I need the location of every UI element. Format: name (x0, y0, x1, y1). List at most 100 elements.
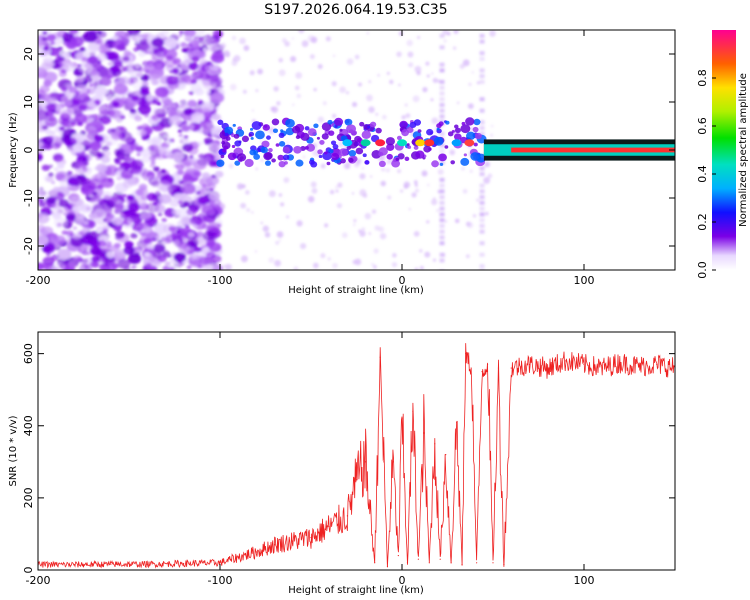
noise-speck (294, 85, 300, 91)
noise-blob (63, 63, 74, 72)
noise-blob (162, 98, 173, 107)
streak-segment (479, 189, 485, 194)
noise-speck (436, 208, 440, 213)
snr-point (274, 544, 276, 546)
noise-speck (408, 62, 414, 68)
noise-blob (97, 105, 105, 112)
noise-speck (379, 232, 387, 240)
noise-blob (112, 39, 126, 50)
noise-blob (208, 160, 217, 167)
spectrogram-x-tick-label: -200 (26, 274, 51, 287)
snr-point (497, 367, 500, 369)
noise-blob (180, 74, 192, 83)
noise-blob (129, 62, 134, 67)
noise-blob (151, 37, 165, 48)
snr-point (183, 562, 185, 565)
noise-blob (214, 170, 224, 178)
band-blob (262, 124, 270, 131)
noise-blob (129, 144, 139, 151)
snr-series-line (38, 343, 675, 569)
noise-blob (156, 101, 162, 106)
noise-blob (113, 83, 128, 95)
noise-speck (310, 181, 317, 188)
noise-speck (240, 255, 248, 263)
band-blob (361, 130, 371, 139)
noise-blob (65, 230, 74, 237)
snr-point (439, 558, 441, 560)
band-blob (327, 119, 333, 125)
noise-blob (157, 212, 163, 217)
noise-blob (99, 265, 108, 270)
noise-blob (131, 95, 140, 102)
streak-segment (439, 235, 445, 240)
noise-blob (103, 194, 110, 200)
noise-blob (210, 75, 220, 83)
snr-x-axis-label: Height of straight line (km) (288, 585, 424, 596)
noise-blob (54, 235, 66, 245)
noise-blob (179, 42, 187, 48)
colorbar-tick-label: 0.6 (696, 117, 709, 135)
snr-point (386, 565, 389, 567)
noise-blob (201, 204, 216, 215)
band-blob (330, 140, 337, 146)
noise-blob (175, 163, 185, 171)
streak-segment (439, 97, 445, 102)
band-blob (260, 146, 268, 154)
band-blob (266, 135, 271, 140)
band-blob (277, 154, 284, 161)
snr-point (412, 410, 414, 412)
noise-speck (432, 197, 436, 201)
noise-blob (124, 249, 130, 254)
noise-blob (208, 43, 219, 52)
noise-blob (53, 217, 68, 228)
noise-speck (273, 86, 279, 92)
noise-blob (38, 43, 43, 49)
snr-point (401, 417, 403, 420)
band-blob (348, 157, 354, 163)
noise-blob (104, 51, 116, 60)
band-blob (232, 123, 236, 127)
noise-blob (151, 52, 165, 63)
noise-speck (396, 169, 402, 174)
noise-blob (55, 110, 60, 115)
noise-blob (48, 164, 54, 169)
noise-blob (90, 69, 98, 76)
noise-blob (110, 128, 116, 133)
noise-speck (292, 103, 295, 106)
noise-speck (233, 54, 241, 62)
noise-speck (317, 116, 325, 123)
noise-speck (298, 30, 305, 34)
snr-point (428, 562, 430, 564)
band-blob (275, 143, 280, 147)
noise-speck (302, 155, 306, 158)
noise-blob (64, 93, 70, 97)
noise-speck (459, 63, 465, 69)
noise-speck (368, 106, 375, 113)
noise-blob (122, 56, 130, 62)
streak-segment (439, 223, 445, 228)
streak-segment (479, 252, 485, 257)
noise-blob (111, 131, 123, 141)
noise-blob (73, 255, 82, 262)
noise-blob (117, 154, 126, 161)
streak-segment (440, 270, 445, 274)
noise-blob (170, 104, 176, 109)
noise-blob (181, 48, 188, 53)
noise-blob (43, 80, 53, 87)
noise-speck (405, 113, 411, 118)
noise-blob (94, 135, 104, 143)
band-blob (423, 145, 432, 153)
band-blob (340, 158, 346, 164)
band-blob (465, 131, 476, 141)
noise-blob (184, 35, 193, 42)
noise-speck (416, 70, 421, 76)
band-blob (282, 146, 290, 154)
noise-blob (179, 99, 187, 105)
noise-blob (97, 87, 104, 93)
snr-y-ticks: 0 200 400 600 (22, 343, 675, 574)
noise-blob (104, 256, 116, 266)
spectrogram-x-tick-label: -100 (208, 274, 233, 287)
band-blob (369, 121, 377, 128)
snr-point (146, 563, 148, 565)
noise-blob (38, 235, 49, 246)
